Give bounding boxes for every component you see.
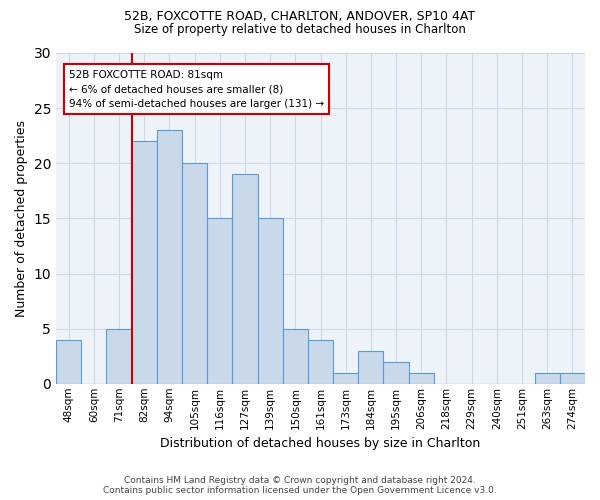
Y-axis label: Number of detached properties: Number of detached properties — [15, 120, 28, 317]
Bar — [207, 218, 232, 384]
Bar — [409, 372, 434, 384]
Bar — [308, 340, 333, 384]
Bar — [106, 328, 131, 384]
Bar — [383, 362, 409, 384]
Bar — [182, 164, 207, 384]
Text: 52B, FOXCOTTE ROAD, CHARLTON, ANDOVER, SP10 4AT: 52B, FOXCOTTE ROAD, CHARLTON, ANDOVER, S… — [124, 10, 476, 23]
Bar — [358, 350, 383, 384]
Bar — [257, 218, 283, 384]
Bar — [56, 340, 81, 384]
Bar — [131, 141, 157, 384]
Text: Contains HM Land Registry data © Crown copyright and database right 2024.
Contai: Contains HM Land Registry data © Crown c… — [103, 476, 497, 495]
Text: 52B FOXCOTTE ROAD: 81sqm
← 6% of detached houses are smaller (8)
94% of semi-det: 52B FOXCOTTE ROAD: 81sqm ← 6% of detache… — [69, 70, 324, 109]
Bar — [560, 372, 585, 384]
Bar — [333, 372, 358, 384]
X-axis label: Distribution of detached houses by size in Charlton: Distribution of detached houses by size … — [160, 437, 481, 450]
Bar — [157, 130, 182, 384]
Bar — [535, 372, 560, 384]
Text: Size of property relative to detached houses in Charlton: Size of property relative to detached ho… — [134, 22, 466, 36]
Bar — [283, 328, 308, 384]
Bar — [232, 174, 257, 384]
